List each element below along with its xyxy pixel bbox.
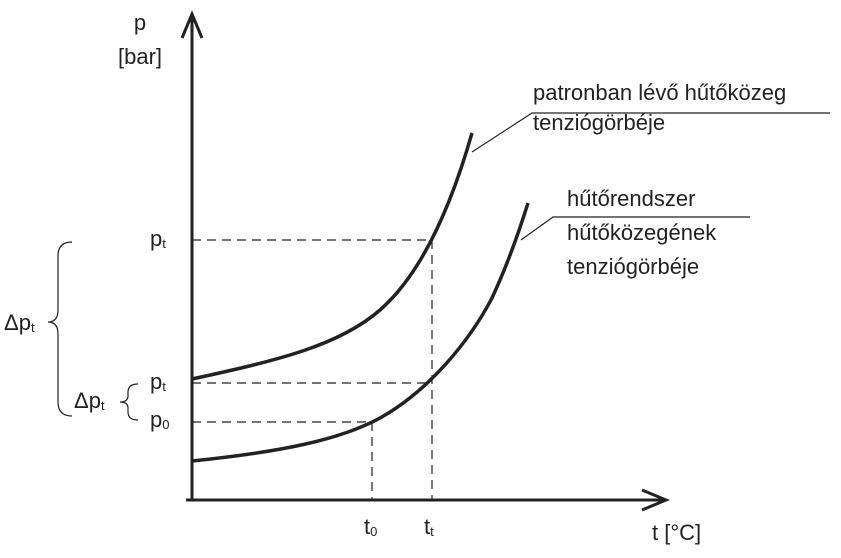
x-axis-label: t [°C]	[652, 520, 701, 545]
y-axis	[180, 10, 204, 500]
guide-p0	[192, 421, 373, 500]
y-axis-unit: [bar]	[118, 44, 162, 69]
sub: 0	[370, 524, 377, 539]
sub: t	[430, 524, 434, 539]
curve-cartridge	[191, 132, 474, 381]
y-mark: pt	[150, 369, 166, 394]
brace-label: Δpt	[74, 388, 105, 413]
curve-label: tenziógörbéje	[567, 254, 699, 279]
brace-label: Δpt	[4, 310, 35, 335]
sub: t	[101, 398, 105, 413]
sub: t	[162, 236, 166, 251]
curve-label: hűtőrendszer	[567, 186, 695, 211]
brace-large	[47, 241, 73, 417]
main: p	[150, 226, 162, 251]
leader-2	[520, 216, 750, 241]
y-mark: pt	[150, 226, 166, 251]
sub: 0	[162, 417, 169, 432]
sub: t	[31, 320, 35, 335]
curve-label: hűtőközegének	[567, 220, 717, 245]
x-mark: t0	[364, 514, 377, 539]
leader-1	[471, 112, 830, 153]
sub: t	[162, 379, 166, 394]
main: Δp	[4, 310, 31, 335]
x-mark: tt	[424, 514, 434, 539]
main: p	[150, 369, 162, 394]
main: t	[424, 514, 430, 539]
curve-system	[191, 202, 530, 463]
guide-pt-upper	[192, 239, 433, 500]
brace-small	[119, 383, 139, 421]
curve-label: tenziógörbéje	[533, 110, 665, 135]
main: t	[364, 514, 370, 539]
y-mark: p0	[150, 407, 169, 432]
main: Δp	[74, 388, 101, 413]
x-axis	[186, 488, 670, 512]
curve-label: patronban lévő hűtőközeg	[533, 80, 786, 105]
y-axis-label: p	[134, 10, 146, 35]
main: p	[150, 407, 162, 432]
